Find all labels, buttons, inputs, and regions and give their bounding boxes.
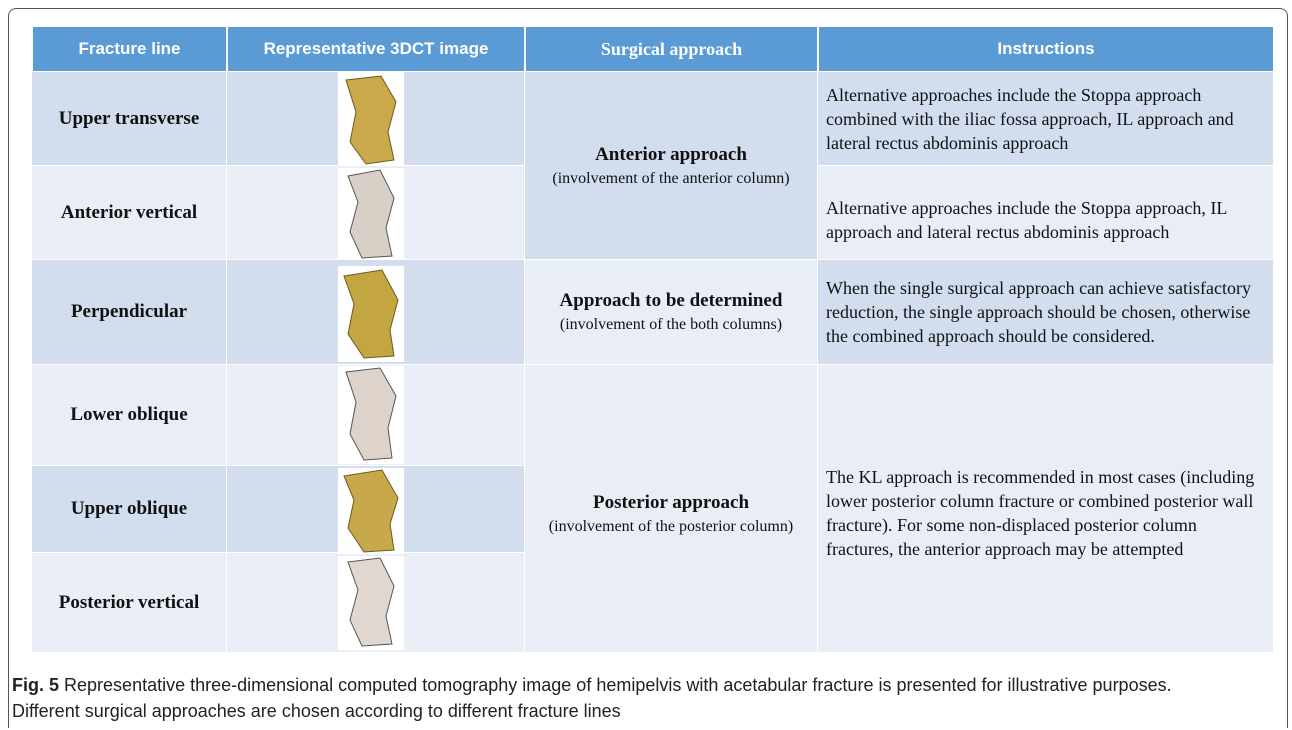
fracture-line: Upper transverse xyxy=(32,72,227,166)
header-cell: Fracture line xyxy=(32,26,227,72)
approach-detail: (involvement of the posterior column) xyxy=(548,517,794,535)
fracture-line: Perpendicular xyxy=(32,260,227,365)
ct-bone xyxy=(347,169,395,259)
ct-bone xyxy=(343,469,399,553)
ct-images xyxy=(338,72,404,650)
header-cell: Representative 3DCT image xyxy=(227,26,525,72)
fracture-line: Posterior vertical xyxy=(32,553,227,653)
caption-label: Fig. 5 xyxy=(12,675,60,695)
instruction: The KL approach is recommended in most c… xyxy=(818,365,1274,653)
fracture-line: Lower oblique xyxy=(32,365,227,466)
approach-detail: (involvement of the anterior column) xyxy=(552,169,790,187)
approach-cell: Anterior approach (involvement of the an… xyxy=(525,72,818,260)
header-cell: Surgical approach xyxy=(525,26,818,72)
figure-frame xyxy=(8,8,1288,728)
instruction: When the single surgical approach can ac… xyxy=(818,260,1274,365)
instruction: Alternative approaches include the Stopp… xyxy=(818,72,1274,166)
caption-text: Representative three-dimensional compute… xyxy=(12,675,1172,721)
approach-name: Approach to be determined xyxy=(559,290,783,311)
ct-bone xyxy=(343,269,399,359)
approach-cell: Approach to be determined (involvement o… xyxy=(525,260,818,365)
approach-name: Posterior approach xyxy=(592,491,750,513)
instruction: Alternative approaches include the Stopp… xyxy=(818,166,1274,260)
approach-name: Anterior approach xyxy=(595,143,747,165)
ct-bone xyxy=(345,367,397,461)
fracture-line: Upper oblique xyxy=(32,466,227,553)
approach-detail: (involvement of the both columns) xyxy=(559,316,783,333)
fracture-line: Anterior vertical xyxy=(32,166,227,260)
ct-bone xyxy=(347,557,395,647)
header-cell: Instructions xyxy=(818,26,1274,72)
ct-bone xyxy=(345,75,397,165)
approach-cell: Posterior approach (involvement of the p… xyxy=(525,365,818,653)
caption: Fig. 5 Representative three-dimensional … xyxy=(12,672,1242,724)
